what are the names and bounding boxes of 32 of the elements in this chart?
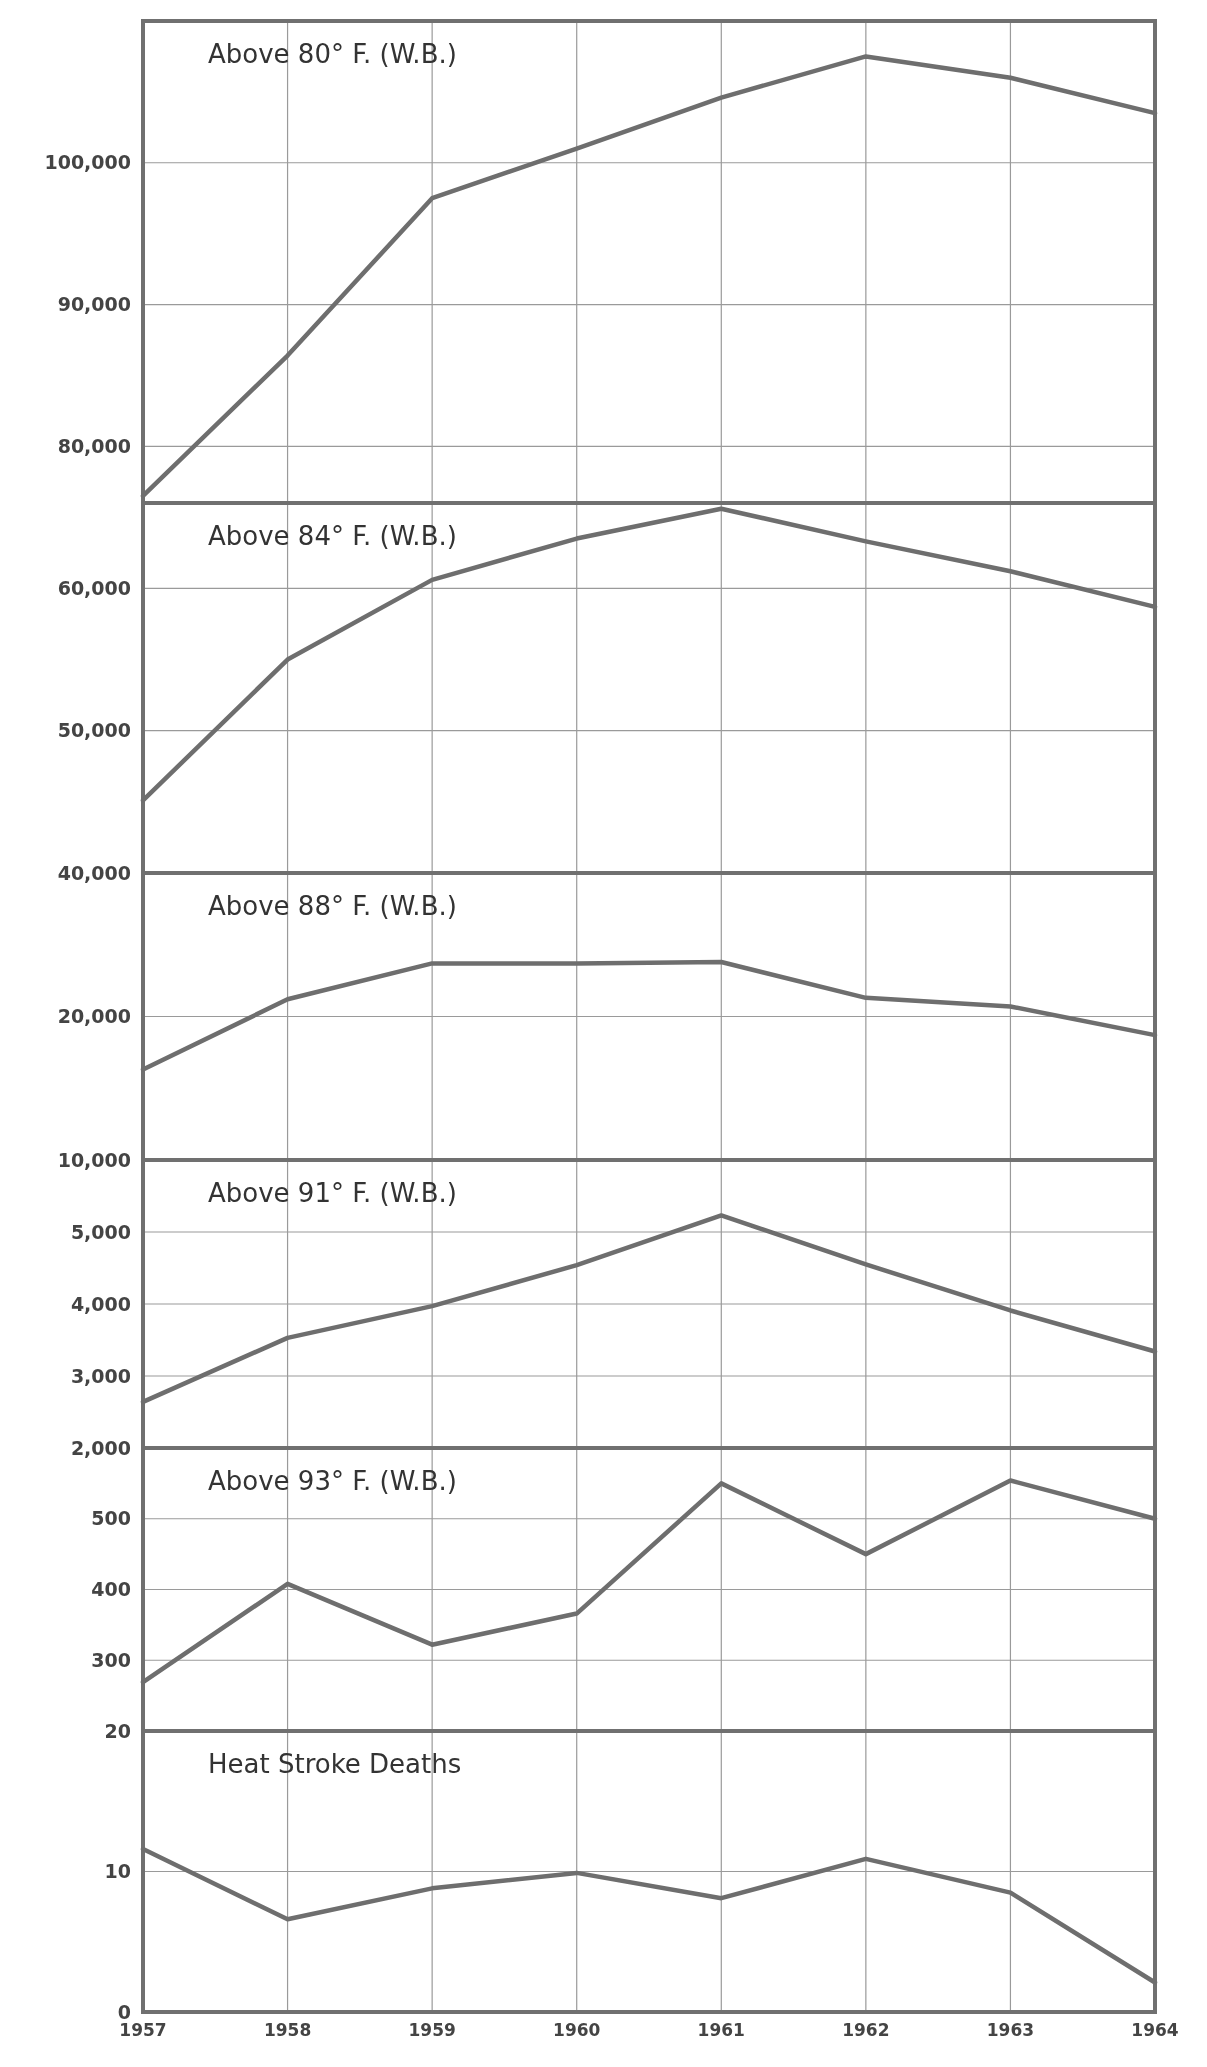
y-tick-label: 500	[91, 1507, 131, 1530]
text: Above 88° F. (W.B.)	[208, 891, 457, 921]
x-tick-label: 1962	[842, 2020, 890, 2040]
y-tick-label: 2,000	[70, 1436, 131, 1459]
y-tick-label: 20,000	[57, 1005, 131, 1028]
x-tick-label: 1963	[986, 2020, 1035, 2040]
x-tick-label: 1959	[408, 2020, 456, 2040]
x-tick-label: 1960	[553, 2020, 601, 2040]
x-tick-label: 1964	[1131, 2020, 1179, 2040]
y-tick-label: 400	[91, 1578, 131, 1601]
text: Above 84° F. (W.B.)	[208, 521, 457, 551]
x-tick-label: 1958	[263, 2020, 312, 2040]
y-tick-label: 4,000	[70, 1292, 131, 1315]
text: Above 93° F. (W.B.)	[208, 1466, 457, 1496]
text: Heat Stroke Deaths	[208, 1749, 462, 1779]
y-tick-label: 100,000	[44, 151, 131, 174]
y-tick-label: 90,000	[57, 293, 131, 316]
text: Above 91° F. (W.B.)	[208, 1178, 457, 1208]
y-tick-label: 5,000	[70, 1220, 131, 1243]
y-tick-label: 3,000	[70, 1364, 131, 1387]
y-tick-label: 10,000	[57, 1148, 131, 1171]
text: Above 80° F. (W.B.)	[208, 39, 457, 69]
y-tick-label: 80,000	[57, 434, 131, 457]
x-tick-label: 1961	[697, 2020, 745, 2040]
y-tick-label: 60,000	[57, 577, 131, 600]
y-tick-label: 10	[104, 1860, 131, 1883]
y-tick-label: 300	[91, 1648, 131, 1671]
y-tick-label: 40,000	[57, 861, 131, 884]
y-tick-label: 0	[117, 2000, 131, 2023]
y-tick-label: 50,000	[57, 719, 131, 742]
y-tick-label: 20	[104, 1719, 131, 1742]
x-tick-label: 1957	[119, 2020, 167, 2040]
